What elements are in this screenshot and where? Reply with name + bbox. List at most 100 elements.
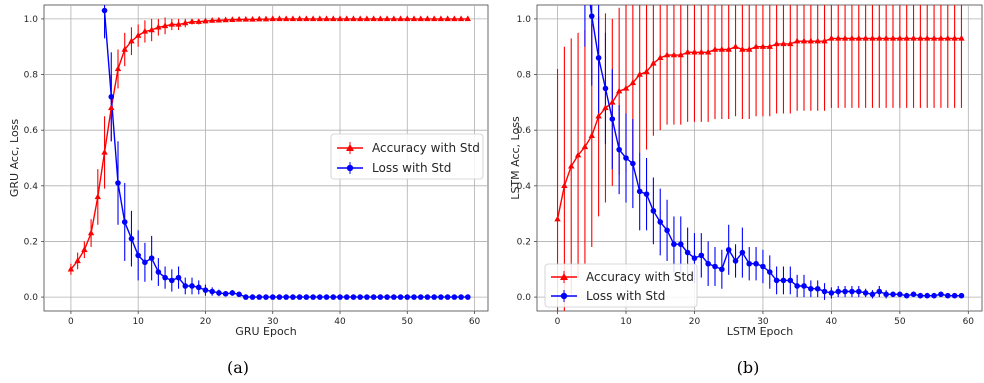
data-point-accuracy	[636, 71, 643, 77]
data-point-loss	[236, 291, 242, 298]
data-point-accuracy	[869, 34, 876, 41]
y-tick-label: 0.8	[517, 71, 532, 81]
x-tick-label: 50	[894, 317, 906, 327]
legend-label-accuracy-lstm: Accuracy with Std	[586, 270, 694, 284]
data-point-loss	[451, 294, 458, 300]
y-tick-label: 1.0	[24, 15, 39, 25]
data-point-loss	[458, 294, 464, 300]
x-tick-label: 0	[68, 317, 74, 327]
data-point-accuracy	[343, 15, 350, 22]
data-point-loss	[903, 292, 910, 299]
data-point-accuracy	[309, 15, 317, 22]
data-point-loss	[876, 288, 883, 295]
data-point-loss	[924, 292, 931, 299]
data-point-accuracy	[896, 34, 904, 41]
data-point-loss	[917, 292, 924, 299]
data-point-accuracy	[821, 37, 828, 44]
data-point-accuracy	[924, 34, 931, 41]
data-point-accuracy	[793, 37, 801, 44]
data-point-loss	[135, 252, 141, 259]
data-point-loss	[883, 291, 889, 298]
data-point-accuracy	[336, 15, 344, 22]
data-point-accuracy	[188, 18, 196, 24]
data-point-loss	[849, 288, 855, 295]
data-point-accuracy	[910, 34, 917, 41]
data-point-loss	[794, 283, 800, 289]
data-point-accuracy	[383, 15, 391, 22]
data-point-accuracy	[684, 48, 691, 55]
data-point-accuracy	[855, 34, 862, 41]
x-tick-label: 20	[689, 317, 701, 327]
data-point-loss	[438, 294, 444, 300]
ticks-lstm: 0 10 20 30 40 50 60 0.0 0.2 0.4 0.6 0.8 1.0	[517, 15, 975, 327]
y-tick-label: 0.4	[24, 182, 39, 192]
data-point-loss	[855, 288, 862, 295]
data-point-loss	[431, 294, 437, 300]
data-point-accuracy	[350, 15, 357, 22]
data-point-accuracy	[363, 15, 371, 22]
data-point-loss	[296, 294, 303, 300]
data-point-accuracy	[437, 15, 445, 22]
legend-marker-loss-gru	[346, 164, 354, 172]
data-point-loss	[842, 288, 848, 295]
x-axis-label-gru: GRU Epoch	[235, 325, 296, 338]
data-point-accuracy	[800, 37, 808, 44]
legend-label-loss-lstm: Loss with Std	[586, 289, 665, 303]
data-point-accuracy	[269, 15, 276, 22]
data-point-loss	[944, 292, 951, 299]
y-tick-label: 1.0	[517, 15, 532, 25]
y-axis-label-gru: GRU Acc, Loss	[8, 119, 21, 198]
data-point-accuracy	[410, 15, 418, 22]
data-point-loss	[862, 290, 869, 296]
data-point-accuracy	[87, 229, 95, 236]
data-point-accuracy	[282, 15, 290, 22]
data-point-accuracy	[81, 246, 88, 252]
data-point-loss	[732, 258, 739, 264]
data-point-loss	[249, 294, 256, 300]
data-point-loss	[801, 283, 807, 289]
data-point-loss	[698, 252, 705, 259]
data-point-loss	[739, 249, 746, 256]
data-point-loss	[890, 291, 896, 298]
data-point-accuracy	[814, 37, 821, 44]
data-point-loss	[828, 290, 835, 296]
data-point-loss	[303, 294, 310, 300]
data-point-accuracy	[195, 18, 202, 24]
data-point-accuracy	[229, 16, 236, 22]
data-point-loss	[808, 285, 814, 292]
data-point-accuracy	[718, 46, 726, 52]
data-point-loss	[657, 219, 664, 225]
data-point-accuracy	[444, 15, 451, 22]
data-point-loss	[773, 277, 780, 284]
data-point-loss	[424, 294, 431, 300]
legend-label-accuracy-gru: Accuracy with Std	[372, 141, 480, 155]
data-point-accuracy	[202, 17, 209, 24]
data-point-accuracy	[114, 65, 122, 72]
x-tick-label: 60	[963, 317, 975, 327]
data-point-accuracy	[602, 104, 609, 111]
data-point-accuracy	[424, 15, 431, 22]
data-point-loss	[364, 294, 370, 300]
data-point-accuracy	[615, 87, 623, 94]
data-point-loss	[243, 294, 249, 300]
data-point-loss	[310, 294, 316, 300]
legend-label-loss-gru: Loss with Std	[372, 161, 451, 175]
data-point-accuracy	[581, 143, 589, 150]
data-point-accuracy	[711, 46, 719, 52]
data-point-loss	[142, 259, 148, 266]
data-point-accuracy	[650, 59, 657, 66]
data-point-accuracy	[256, 15, 263, 22]
x-tick-label: 50	[402, 317, 414, 327]
legend-marker-accuracy-gru	[346, 144, 354, 151]
data-point-loss	[444, 294, 451, 300]
data-point-loss	[397, 294, 404, 300]
data-point-loss	[465, 294, 471, 300]
data-point-accuracy	[155, 23, 162, 30]
data-point-accuracy	[303, 15, 310, 22]
data-point-accuracy	[215, 16, 223, 23]
x-tick-label: 30	[267, 317, 279, 327]
data-point-accuracy	[595, 112, 602, 119]
data-point-accuracy	[208, 17, 216, 23]
data-point-loss	[684, 249, 691, 256]
data-point-accuracy	[835, 34, 842, 41]
